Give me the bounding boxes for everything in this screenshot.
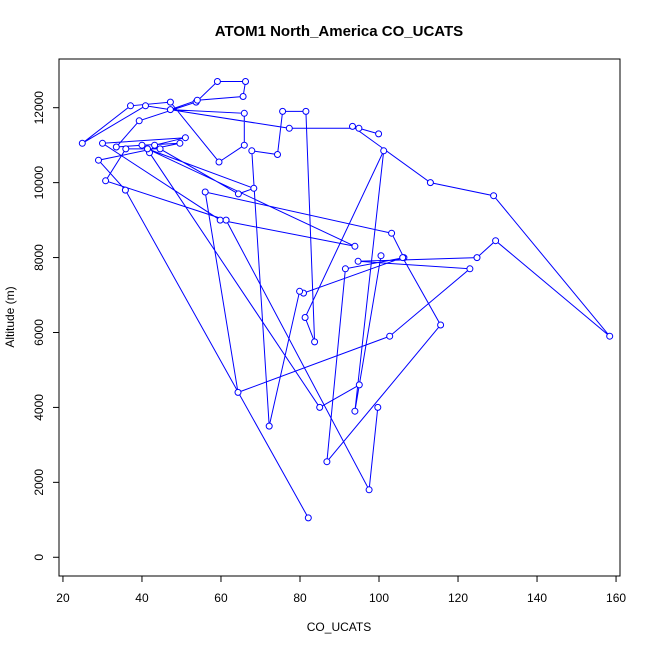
- data-point: [99, 139, 106, 147]
- data-point: [138, 141, 146, 149]
- data-point: [355, 381, 363, 389]
- x-tick-label: 120: [448, 591, 468, 605]
- data-point: [492, 237, 500, 245]
- data-point: [355, 124, 363, 132]
- data-point: [274, 151, 281, 158]
- data-point: [166, 106, 174, 114]
- y-tick-label: 8000: [32, 244, 46, 271]
- data-point: [142, 102, 149, 110]
- y-tick-label: 10000: [32, 166, 46, 200]
- data-point: [374, 403, 382, 411]
- data-point: [351, 242, 359, 250]
- data-point: [240, 141, 248, 149]
- data-point: [341, 265, 349, 273]
- data-point: [304, 514, 312, 522]
- data-point: [399, 254, 407, 262]
- data-point: [248, 147, 256, 155]
- x-tick-label: 80: [293, 591, 307, 605]
- data-point: [240, 109, 248, 117]
- data-point: [127, 102, 134, 110]
- data-point: [215, 158, 223, 166]
- data-point: [78, 139, 86, 147]
- data-point: [302, 107, 310, 115]
- data-point: [386, 332, 394, 340]
- plot-frame: [58, 58, 621, 577]
- data-point: [181, 134, 189, 142]
- x-axis: 20 40 60 80 100 120 140 160: [56, 575, 626, 605]
- data-point: [144, 145, 151, 153]
- data-point: [380, 147, 388, 155]
- data-point: [222, 216, 230, 224]
- data-point: [193, 96, 201, 104]
- data-point: [112, 143, 120, 151]
- x-tick-label: 40: [135, 591, 149, 605]
- data-point: [242, 78, 249, 85]
- data-point: [349, 122, 356, 130]
- data-point: [122, 145, 130, 153]
- data-point: [216, 216, 224, 224]
- y-tick-label: 4000: [32, 394, 46, 421]
- data-point: [151, 141, 159, 149]
- data-point: [95, 156, 102, 164]
- data-point: [426, 179, 434, 187]
- data-point: [135, 117, 143, 125]
- data-point: [285, 124, 293, 132]
- data-point: [375, 130, 383, 138]
- data-point: [201, 188, 209, 196]
- data-point: [166, 98, 174, 106]
- data-point: [234, 388, 242, 396]
- data-point: [311, 338, 319, 346]
- data-point: [365, 486, 373, 494]
- x-tick-label: 20: [56, 591, 70, 605]
- data-point: [437, 321, 445, 329]
- data-point: [296, 287, 304, 295]
- data-point: [473, 254, 481, 262]
- data-point: [316, 403, 324, 411]
- data-point: [265, 422, 273, 430]
- data-point: [213, 78, 221, 85]
- y-tick-label: 2000: [32, 469, 46, 496]
- x-tick-label: 140: [527, 591, 547, 605]
- data-point: [490, 192, 498, 200]
- x-tick-label: 160: [606, 591, 626, 605]
- series-co-ucats: [78, 78, 614, 522]
- data-point: [388, 229, 396, 237]
- data-point: [250, 184, 258, 192]
- x-tick-label: 60: [214, 591, 228, 605]
- data-point: [102, 177, 110, 185]
- y-tick-label: 6000: [32, 319, 46, 346]
- data-point: [323, 458, 331, 466]
- data-point: [377, 252, 385, 260]
- data-point: [466, 265, 474, 273]
- x-tick-label: 100: [369, 591, 389, 605]
- y-axis: 0 2000 4000 6000 8000 10000 12000: [32, 91, 60, 561]
- data-point: [234, 190, 242, 198]
- x-axis-label: CO_UCATS: [307, 620, 371, 634]
- data-point: [239, 93, 247, 100]
- data-point: [279, 107, 287, 115]
- data-point: [301, 314, 309, 321]
- data-point: [176, 139, 184, 147]
- data-point: [156, 145, 164, 153]
- data-point: [351, 407, 359, 415]
- data-point: [606, 332, 614, 340]
- y-axis-label: Altitude (m): [3, 286, 17, 347]
- plot-area: [58, 58, 621, 577]
- y-tick-label: 0: [32, 554, 46, 561]
- y-tick-label: 12000: [32, 91, 46, 125]
- data-point: [121, 186, 129, 194]
- chart-title: ATOM1 North_America CO_UCATS: [215, 23, 463, 40]
- data-point: [354, 257, 362, 265]
